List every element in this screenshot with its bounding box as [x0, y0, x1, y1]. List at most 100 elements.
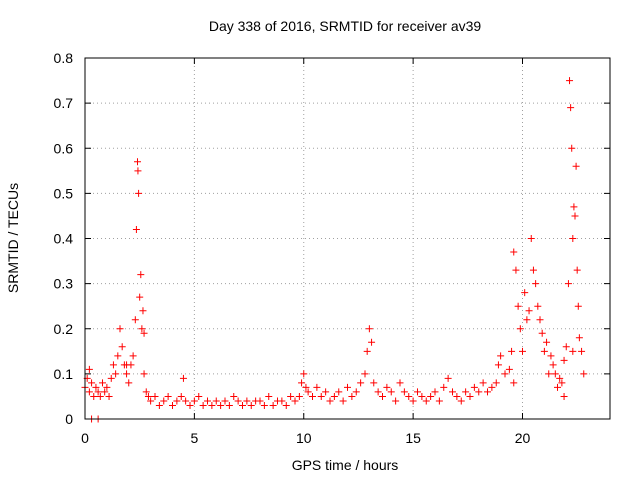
x-axis-ticks: 0 5 10 15 20	[81, 58, 530, 446]
data-point	[123, 370, 131, 378]
grid-lines	[85, 58, 610, 419]
data-point	[554, 383, 561, 391]
data-point	[562, 343, 570, 351]
data-point	[309, 392, 316, 400]
data-point	[457, 397, 465, 405]
data-point	[221, 397, 229, 405]
data-point	[470, 383, 478, 391]
data-point	[105, 392, 113, 400]
data-point	[114, 352, 122, 360]
data-point	[529, 266, 537, 274]
y-tick-label: 0.2	[54, 321, 74, 337]
data-point	[169, 401, 176, 409]
data-point	[298, 379, 306, 387]
data-point	[549, 361, 557, 369]
data-point	[134, 167, 142, 175]
data-point	[571, 212, 579, 220]
data-point	[536, 316, 544, 324]
data-point	[523, 316, 531, 324]
data-point	[136, 293, 144, 301]
data-points	[81, 77, 588, 423]
data-point	[137, 271, 145, 279]
data-point	[505, 365, 513, 373]
data-point	[88, 379, 96, 387]
data-point	[566, 77, 574, 85]
data-point	[116, 325, 124, 333]
data-point	[330, 392, 338, 400]
data-point	[123, 361, 131, 369]
data-point	[532, 280, 540, 288]
data-point	[497, 352, 505, 360]
data-point	[138, 325, 146, 333]
data-point	[140, 370, 148, 378]
plot-border	[84, 57, 611, 420]
data-point	[287, 392, 295, 400]
data-point	[142, 388, 150, 396]
data-point	[519, 347, 526, 355]
x-axis-label: GPS time / hours	[292, 457, 399, 473]
data-point	[525, 307, 533, 315]
data-point	[103, 383, 111, 391]
data-point	[260, 401, 268, 409]
data-point	[567, 104, 575, 112]
y-tick-label: 0.8	[54, 50, 74, 66]
data-point	[300, 370, 308, 378]
data-point	[440, 383, 448, 391]
data-point	[387, 388, 395, 396]
data-point	[543, 338, 551, 346]
data-point	[92, 383, 100, 391]
data-point	[204, 397, 211, 405]
data-point	[488, 383, 496, 391]
data-point	[90, 392, 98, 400]
data-point	[335, 388, 343, 396]
data-point	[85, 388, 93, 396]
data-point	[494, 361, 502, 369]
data-point	[484, 388, 491, 396]
data-point	[475, 388, 483, 396]
data-point	[208, 401, 216, 409]
data-point	[348, 392, 356, 400]
data-point	[564, 280, 572, 288]
data-point	[453, 392, 461, 400]
x-tick-label: 5	[190, 430, 198, 446]
data-point	[368, 338, 376, 346]
data-point	[147, 397, 155, 405]
data-point	[344, 383, 351, 391]
data-point	[96, 392, 104, 400]
data-point	[129, 352, 137, 360]
data-point	[179, 374, 187, 382]
data-point	[160, 397, 168, 405]
data-point	[217, 401, 225, 409]
data-point	[462, 388, 470, 396]
data-point	[278, 397, 286, 405]
data-point	[444, 374, 452, 382]
data-point	[512, 266, 520, 274]
data-point	[243, 397, 251, 405]
data-point	[313, 383, 321, 391]
y-tick-label: 0	[65, 411, 73, 427]
y-tick-label: 0.6	[54, 140, 74, 156]
y-tick-label: 0.7	[54, 95, 74, 111]
y-axis-label: SRMTID / TECUs	[5, 183, 21, 293]
data-point	[370, 379, 378, 387]
data-point	[234, 397, 242, 405]
data-point	[545, 370, 553, 378]
data-point	[352, 388, 360, 396]
data-point	[435, 397, 443, 405]
y-tick-label: 0.1	[54, 366, 74, 382]
data-point	[556, 374, 564, 382]
data-point	[131, 316, 139, 324]
data-point	[139, 307, 147, 315]
data-point	[195, 392, 203, 400]
data-point	[230, 392, 238, 400]
data-point	[125, 379, 133, 387]
data-point	[282, 401, 290, 409]
data-point	[383, 383, 391, 391]
data-point	[85, 365, 93, 373]
data-point	[363, 347, 371, 355]
data-point	[580, 370, 588, 378]
data-point	[569, 235, 577, 242]
data-point	[534, 302, 542, 310]
data-point	[405, 392, 413, 400]
